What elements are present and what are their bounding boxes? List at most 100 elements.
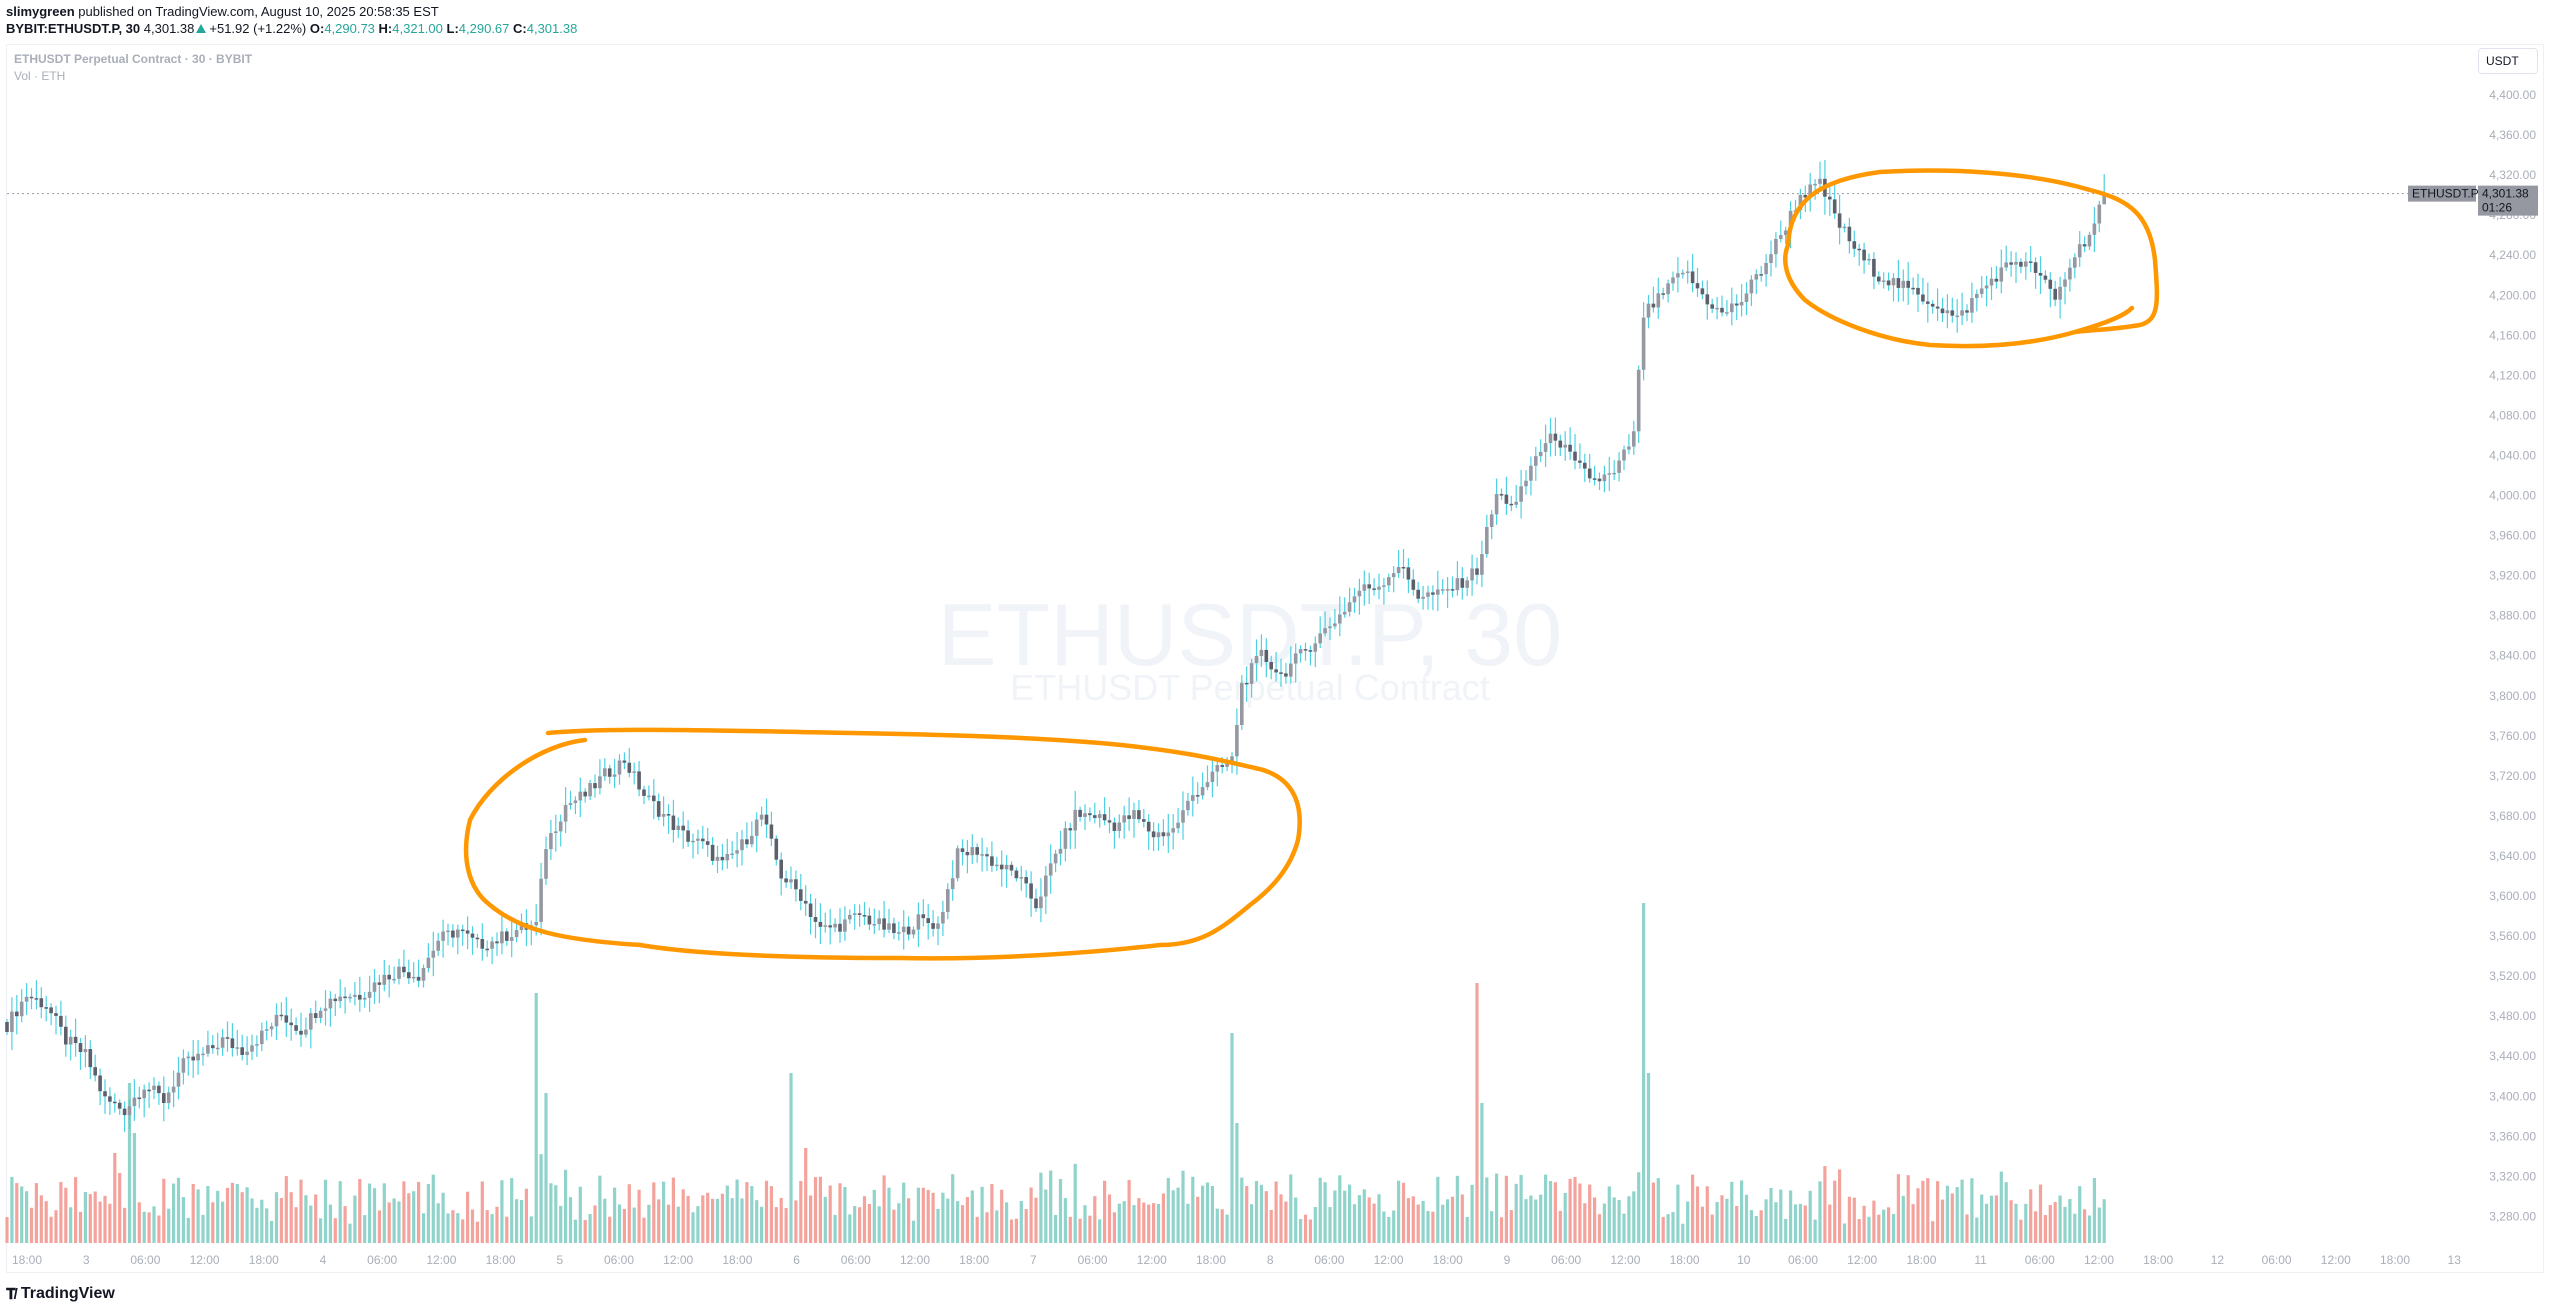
price-axis-label: 3,640.00	[2489, 849, 2536, 863]
price-axis-label: 3,520.00	[2489, 969, 2536, 983]
tradingview-logo[interactable]: 𝐓/ TradingView	[6, 1285, 115, 1303]
time-axis-label: 06:00	[1788, 1253, 1818, 1267]
time-axis-label: 9	[1504, 1253, 1511, 1267]
annotation-ellipse-top[interactable]	[1783, 168, 2160, 349]
time-axis-label: 6	[793, 1253, 800, 1267]
time-axis-label: 06:00	[2262, 1253, 2292, 1267]
time-axis-label: 18:00	[486, 1253, 516, 1267]
price-axis-label: 4,320.00	[2489, 168, 2536, 182]
time-axis-label: 06:00	[604, 1253, 634, 1267]
price-axis-label: 3,680.00	[2489, 809, 2536, 823]
time-axis-label: 12:00	[1374, 1253, 1404, 1267]
time-axis-label: 18:00	[1433, 1253, 1463, 1267]
price-axis-label: 3,560.00	[2489, 929, 2536, 943]
time-axis-label: 06:00	[2025, 1253, 2055, 1267]
up-arrow-icon	[196, 24, 207, 33]
time-axis-label: 06:00	[841, 1253, 871, 1267]
price-axis-label: 4,240.00	[2489, 248, 2536, 262]
last-price: 4,301.38	[143, 21, 195, 36]
time-axis-label: 12:00	[900, 1253, 930, 1267]
time-axis-label: 12	[2211, 1253, 2225, 1267]
time-axis-label: 18:00	[2143, 1253, 2173, 1267]
time-axis-label: 06:00	[1078, 1253, 1108, 1267]
time-axis-label: 4	[320, 1253, 327, 1267]
price-axis-label: 4,160.00	[2489, 328, 2536, 342]
time-axis-label: 7	[1030, 1253, 1037, 1267]
price-axis-label: 4,000.00	[2489, 489, 2536, 503]
price-axis-label: 3,720.00	[2489, 769, 2536, 783]
price-axis-label: 3,760.00	[2489, 729, 2536, 743]
time-axis-label: 12:00	[1610, 1253, 1640, 1267]
time-axis-label: 18:00	[12, 1253, 42, 1267]
annotation-ellipse-range[interactable]	[463, 727, 1302, 961]
time-axis-label: 18:00	[2380, 1253, 2410, 1267]
price-axis-label: 4,080.00	[2489, 408, 2536, 422]
low-label: L:	[446, 21, 459, 36]
tradingview-mark-icon: 𝐓/	[6, 1285, 18, 1303]
time-axis-label: 12:00	[2084, 1253, 2114, 1267]
last-price-tag-value: 4,301.38	[2482, 187, 2529, 201]
price-axis-label: 3,440.00	[2489, 1049, 2536, 1063]
symbol-price-tag	[2408, 185, 2476, 202]
price-change: +51.92 (+1.22%)	[209, 21, 307, 36]
high-value: 4,321.00	[392, 21, 443, 36]
ohlc-line: BYBIT:ETHUSDT.P, 30 4,301.38 +51.92 (+1.2…	[6, 20, 577, 37]
time-axis-label: 06:00	[1551, 1253, 1581, 1267]
time-axis-label: 11	[1974, 1253, 1987, 1267]
time-axis-label: 12:00	[663, 1253, 693, 1267]
symbol-label: BYBIT:ETHUSDT.P, 30	[6, 21, 141, 36]
price-axis-label: 4,200.00	[2489, 288, 2536, 302]
chart-legend: ETHUSDT Perpetual Contract · 30 · BYBIT …	[14, 51, 252, 85]
published-text: published on TradingView.com, August 10,…	[78, 4, 439, 19]
legend-title[interactable]: ETHUSDT Perpetual Contract · 30 · BYBIT	[14, 52, 253, 66]
last-price-tag	[2478, 185, 2538, 216]
price-axis-label: 3,400.00	[2489, 1089, 2536, 1103]
price-axis-label: 4,360.00	[2489, 128, 2536, 142]
price-axis-label: 3,480.00	[2489, 1009, 2536, 1023]
time-axis-label: 13	[2448, 1253, 2462, 1267]
time-axis-label: 5	[556, 1253, 563, 1267]
price-axis-label: 3,880.00	[2489, 609, 2536, 623]
publisher-name[interactable]: slimygreen	[6, 4, 75, 19]
time-axis-label: 06:00	[367, 1253, 397, 1267]
time-axis-label: 18:00	[1906, 1253, 1936, 1267]
high-label: H:	[378, 21, 393, 36]
legend-volume[interactable]: Vol · ETH	[14, 69, 66, 83]
price-axis-label: 3,360.00	[2489, 1129, 2536, 1143]
price-axis-label: 3,840.00	[2489, 649, 2536, 663]
time-axis-label: 3	[83, 1253, 90, 1267]
close-value: 4,301.38	[526, 21, 578, 36]
publish-line: slimygreen published on TradingView.com,…	[6, 3, 577, 20]
time-axis-label: 18:00	[959, 1253, 989, 1267]
price-axis-label: 4,400.00	[2489, 88, 2536, 102]
symbol-tag-text: ETHUSDT.P	[2412, 187, 2479, 201]
time-axis-label: 10	[1737, 1253, 1751, 1267]
close-label: C:	[513, 21, 527, 36]
price-axis-label: 4,040.00	[2489, 448, 2536, 462]
time-axis-label: 12:00	[426, 1253, 456, 1267]
time-axis-label: 18:00	[1670, 1253, 1700, 1267]
time-axis-label: 18:00	[1196, 1253, 1226, 1267]
low-value: 4,290.67	[458, 21, 510, 36]
price-axis-label: 3,600.00	[2489, 889, 2536, 903]
time-axis-label: 12:00	[1847, 1253, 1877, 1267]
tradingview-logo-text: TradingView	[20, 1285, 115, 1302]
price-axis-label: 3,320.00	[2489, 1169, 2536, 1183]
time-axis-label: 18:00	[722, 1253, 752, 1267]
time-axis-label: 06:00	[1314, 1253, 1344, 1267]
open-value: 4,290.73	[324, 21, 375, 36]
time-axis-label: 12:00	[1137, 1253, 1167, 1267]
time-axis-label: 06:00	[130, 1253, 160, 1267]
price-axis-label: 4,120.00	[2489, 368, 2536, 382]
volume-histogram	[5, 903, 2106, 1243]
time-axis-label: 12:00	[2321, 1253, 2351, 1267]
time-axis-label: 12:00	[190, 1253, 220, 1267]
bar-countdown: 01:26	[2482, 201, 2512, 215]
price-axis-label: 3,280.00	[2489, 1209, 2536, 1223]
time-axis-label: 18:00	[249, 1253, 279, 1267]
chart-pane[interactable]	[6, 44, 2544, 1273]
price-axis-label: 3,800.00	[2489, 689, 2536, 703]
currency-button[interactable]: USDT	[2478, 48, 2538, 74]
open-label: O:	[309, 21, 325, 36]
